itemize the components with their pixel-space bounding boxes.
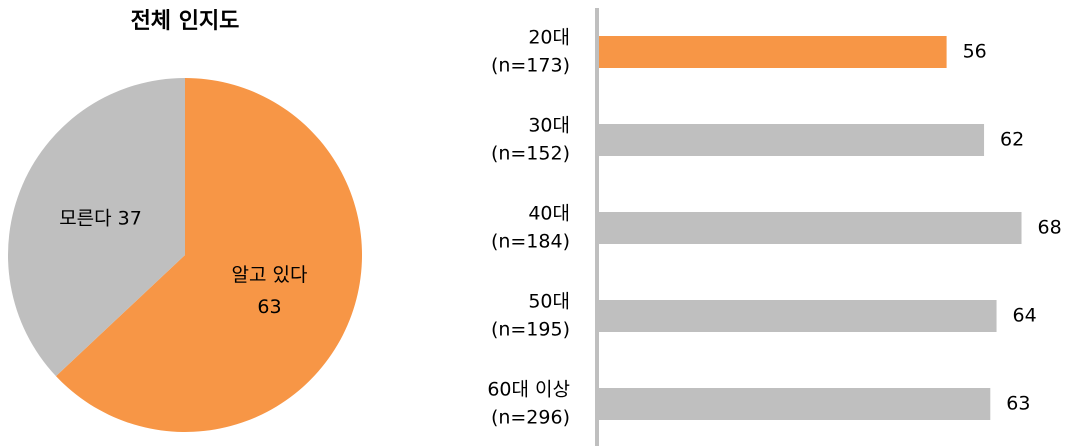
y-tick-label: 50대 bbox=[528, 291, 570, 313]
pie-slice bbox=[8, 78, 186, 377]
pie-title: 전체 인지도 bbox=[131, 9, 240, 34]
y-tick-label: (n=296) bbox=[491, 407, 570, 429]
y-tick-label: (n=173) bbox=[491, 55, 570, 77]
bar bbox=[599, 212, 1022, 244]
slice-label: 모른다 bbox=[59, 207, 111, 229]
bar bbox=[599, 124, 985, 156]
slice-label: 알고 있다 bbox=[231, 264, 307, 286]
y-tick-label: 60대 이상 bbox=[487, 379, 570, 401]
y-tick-label: (n=152) bbox=[491, 143, 570, 165]
y-tick-label: (n=195) bbox=[491, 319, 570, 341]
y-tick-label: (n=184) bbox=[491, 231, 570, 253]
bar-value: 62 bbox=[1000, 129, 1024, 151]
bar bbox=[599, 388, 991, 420]
bar bbox=[599, 300, 997, 332]
slice-value: 37 bbox=[118, 207, 142, 229]
slice-value: 63 bbox=[257, 296, 281, 318]
y-tick-label: 40대 bbox=[528, 203, 570, 225]
pie-slice bbox=[55, 78, 363, 432]
slice-label-group: 모른다 37 bbox=[59, 207, 142, 229]
bar-value: 56 bbox=[963, 41, 987, 63]
bar-value: 64 bbox=[1013, 305, 1037, 327]
bar-value: 63 bbox=[1006, 393, 1030, 415]
y-tick-label: 20대 bbox=[528, 27, 570, 49]
y-tick-label: 30대 bbox=[528, 115, 570, 137]
bar-value: 68 bbox=[1038, 217, 1062, 239]
bar bbox=[599, 36, 947, 68]
